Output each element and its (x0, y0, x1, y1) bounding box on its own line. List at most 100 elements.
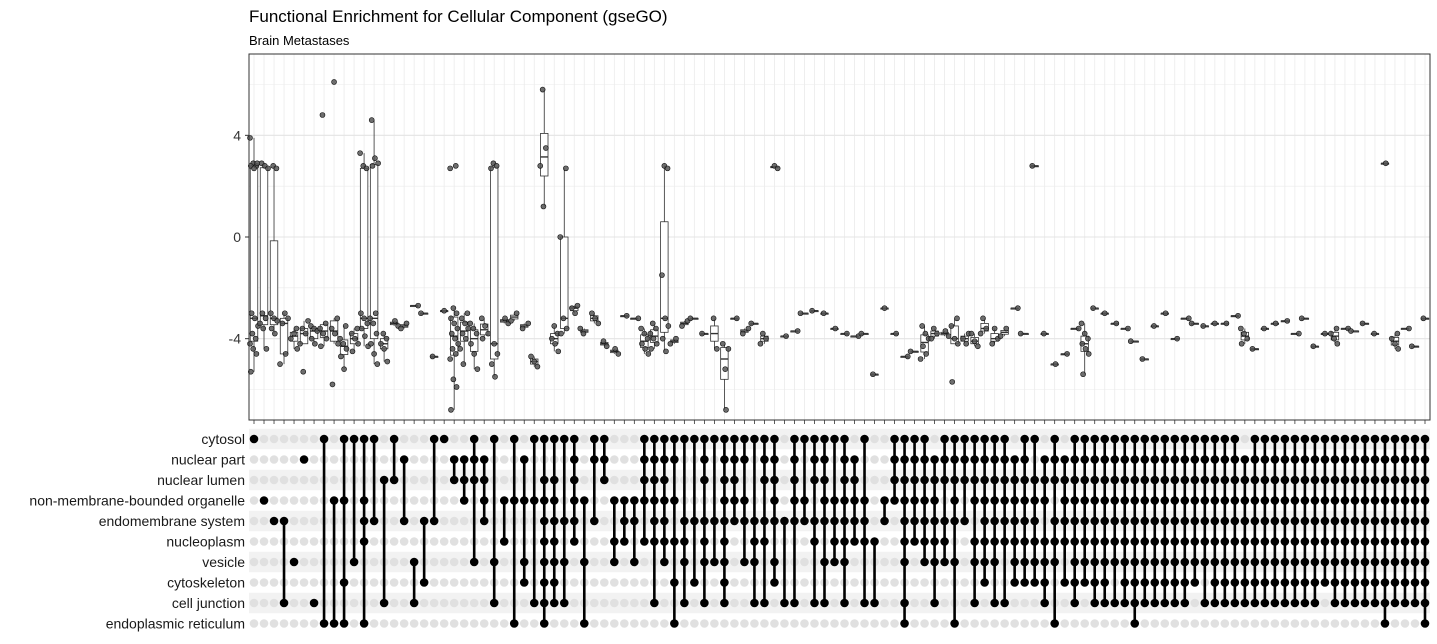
matrix-dot-inactive (459, 578, 469, 587)
data-point (725, 346, 732, 352)
matrix-dot-active (600, 455, 609, 464)
matrix-dot-active (459, 475, 469, 485)
matrix-dot-inactive (289, 516, 299, 526)
matrix-dot-active (589, 434, 599, 444)
matrix-dot-inactive (620, 578, 629, 587)
matrix-dot-active (990, 475, 999, 485)
matrix-dot-inactive (569, 598, 579, 608)
matrix-dot-active (850, 475, 859, 485)
matrix-dot-active (1190, 434, 1200, 444)
matrix-dot-inactive (349, 598, 359, 608)
data-point (297, 340, 303, 347)
matrix-dot-inactive (770, 598, 779, 608)
matrix-dot-inactive (600, 619, 609, 628)
matrix-dot-inactive (890, 598, 899, 608)
matrix-dot-inactive (459, 537, 469, 546)
data-point (398, 325, 404, 332)
matrix-dot-active (1210, 475, 1220, 485)
matrix-dot-inactive (449, 496, 459, 505)
matrix-dot-active (1100, 516, 1110, 526)
set-label: endomembrane system (99, 513, 245, 529)
matrix-dot-active (1110, 475, 1120, 485)
matrix-dot-inactive (1010, 434, 1019, 444)
matrix-dot-active (1200, 557, 1210, 567)
matrix-dot-active (1220, 496, 1230, 505)
matrix-dot-active (1150, 557, 1160, 567)
matrix-dot-active (439, 434, 449, 444)
matrix-dot-inactive (870, 455, 879, 464)
data-point (1113, 320, 1120, 327)
data-point (603, 343, 610, 350)
matrix-dot-inactive (289, 475, 299, 485)
matrix-dot-inactive (910, 619, 919, 628)
matrix-dot-active (1300, 455, 1310, 464)
matrix-dot-active (1290, 516, 1300, 526)
matrix-dot-active (589, 516, 599, 526)
matrix-dot-active (970, 537, 979, 546)
matrix-dot-inactive (429, 598, 439, 608)
matrix-dot-active (760, 455, 769, 464)
matrix-dot-inactive (439, 455, 449, 464)
matrix-dot-inactive (680, 619, 689, 628)
matrix-dot-active (890, 496, 899, 505)
matrix-dot-inactive (630, 455, 639, 464)
matrix-dot-active (620, 496, 629, 505)
matrix-dot-active (850, 537, 859, 546)
matrix-dot-active (289, 557, 299, 567)
matrix-dot-inactive (579, 455, 589, 464)
matrix-dot-active (1130, 578, 1140, 587)
matrix-dot-active (800, 496, 809, 505)
data-point (454, 325, 461, 332)
matrix-dot-active (1230, 537, 1240, 546)
matrix-dot-active (329, 619, 339, 628)
matrix-dot-active (820, 434, 829, 444)
matrix-dot-active (1180, 557, 1190, 567)
data-point (971, 338, 978, 345)
matrix-dot-active (980, 557, 989, 567)
matrix-dot-inactive (710, 578, 719, 587)
data-point (452, 163, 459, 169)
data-point (1272, 320, 1279, 327)
matrix-dot-active (1320, 516, 1330, 526)
matrix-dot-active (1070, 475, 1079, 485)
matrix-dot-active (539, 557, 549, 567)
matrix-dot-active (720, 434, 729, 444)
matrix-dot-active (1400, 455, 1410, 464)
matrix-dot-inactive (1090, 619, 1100, 628)
matrix-dot-inactive (800, 578, 809, 587)
data-point (552, 340, 558, 347)
matrix-dot-inactive (389, 619, 399, 628)
matrix-dot-active (820, 475, 829, 485)
data-point (650, 335, 657, 342)
matrix-dot-active (1180, 598, 1190, 608)
matrix-dot-inactive (269, 475, 279, 485)
matrix-dot-inactive (399, 434, 409, 444)
matrix-dot-active (630, 496, 639, 505)
data-point (720, 340, 726, 347)
matrix-dot-active (760, 537, 769, 546)
matrix-dot-active (359, 434, 369, 444)
set-label: endoplasmic reticulum (106, 616, 245, 632)
matrix-dot-active (539, 496, 549, 505)
matrix-dot-inactive (640, 557, 649, 567)
matrix-dot-inactive (880, 578, 889, 587)
matrix-dot-active (1050, 557, 1059, 567)
matrix-dot-inactive (880, 475, 889, 485)
matrix-dot-active (269, 516, 279, 526)
matrix-dot-active (1240, 455, 1250, 464)
matrix-dot-active (1210, 434, 1220, 444)
matrix-dot-active (1300, 578, 1310, 587)
data-point (907, 348, 914, 355)
matrix-dot-active (730, 434, 739, 444)
matrix-dot-active (1180, 455, 1190, 464)
matrix-dot-active (980, 455, 989, 464)
matrix-dot-active (1270, 455, 1280, 464)
matrix-dot-inactive (249, 455, 259, 464)
matrix-dot-active (1020, 434, 1029, 444)
matrix-dot-active (1210, 496, 1220, 505)
data-point (338, 353, 344, 360)
matrix-dot-active (1140, 537, 1150, 546)
data-point (329, 381, 336, 388)
matrix-dot-active (790, 516, 799, 526)
matrix-dot-inactive (279, 434, 289, 444)
